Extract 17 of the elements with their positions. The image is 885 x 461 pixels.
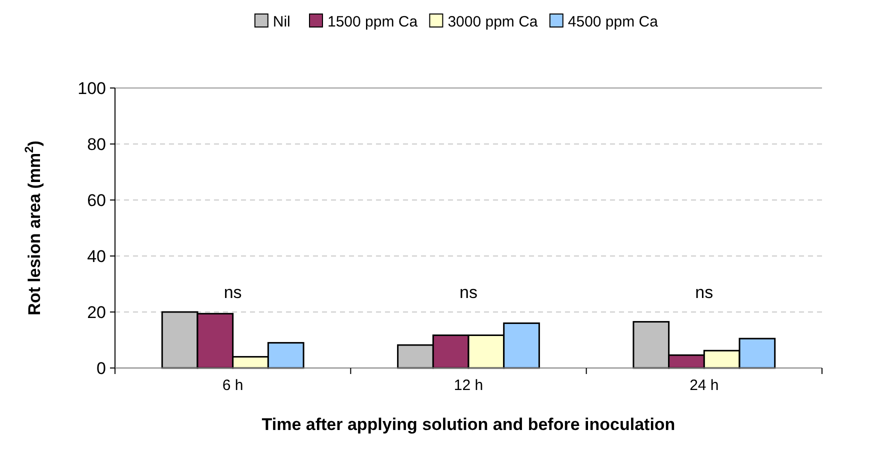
- annotation: ns: [224, 283, 242, 302]
- y-tick-label: 0: [96, 358, 106, 378]
- annotation: ns: [460, 283, 478, 302]
- x-axis-title: Time after applying solution and before inoculation: [262, 415, 676, 434]
- y-tick-label: 40: [87, 246, 106, 266]
- legend-label: 3000 ppm Ca: [448, 13, 538, 30]
- x-tick-label: 12 h: [454, 377, 484, 394]
- y-tick-label: 20: [87, 302, 106, 322]
- legend-label: 4500 ppm Ca: [568, 13, 659, 30]
- legend-label: 1500 ppm Ca: [328, 13, 418, 30]
- x-tick-label: 24 h: [690, 377, 719, 394]
- y-tick-label: 100: [78, 78, 106, 98]
- y-tick-label: 80: [87, 134, 106, 154]
- annotation: ns: [695, 283, 714, 302]
- x-tick-label: 6 h: [222, 377, 244, 394]
- y-tick-label: 60: [87, 190, 106, 210]
- legend-label: Nil: [272, 13, 290, 30]
